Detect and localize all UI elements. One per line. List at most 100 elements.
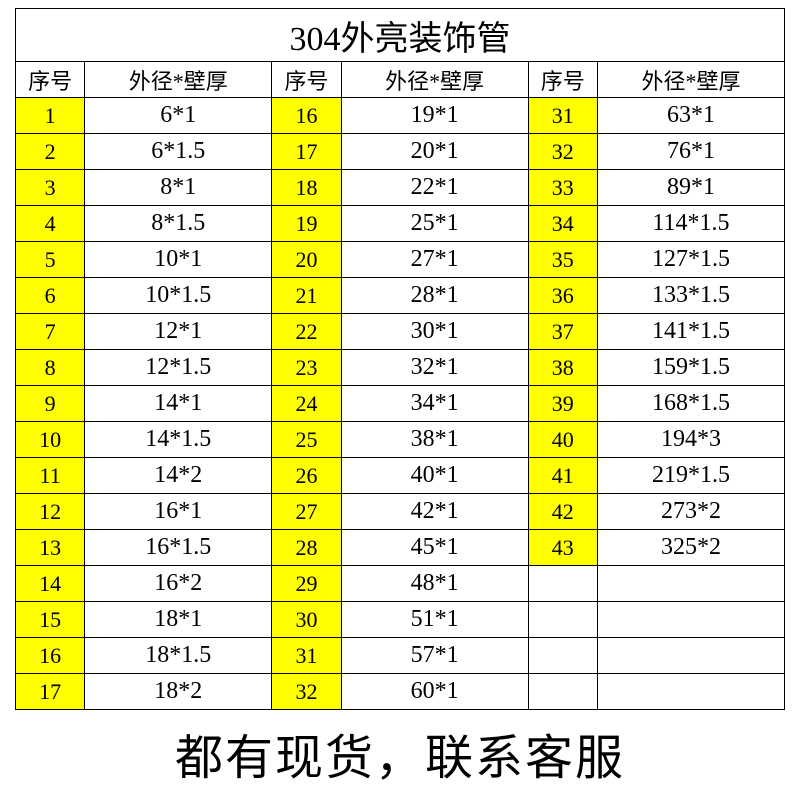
footer-text: 都有现货，联系客服 [175, 718, 625, 788]
spec-cell: 76*1 [597, 134, 784, 170]
seq-cell: 5 [16, 242, 85, 278]
empty-cell [528, 638, 597, 674]
spec-cell: 40*1 [341, 458, 528, 494]
seq-cell: 19 [272, 206, 341, 242]
seq-cell: 17 [272, 134, 341, 170]
empty-cell [597, 674, 784, 710]
spec-cell: 8*1.5 [85, 206, 272, 242]
seq-cell: 36 [528, 278, 597, 314]
spec-cell: 45*1 [341, 530, 528, 566]
seq-cell: 26 [272, 458, 341, 494]
spec-cell: 34*1 [341, 386, 528, 422]
seq-cell: 27 [272, 494, 341, 530]
spec-cell: 168*1.5 [597, 386, 784, 422]
seq-cell: 21 [272, 278, 341, 314]
seq-cell: 29 [272, 566, 341, 602]
spec-cell: 8*1 [85, 170, 272, 206]
seq-cell: 13 [16, 530, 85, 566]
seq-cell: 14 [16, 566, 85, 602]
spec-cell: 273*2 [597, 494, 784, 530]
seq-cell: 34 [528, 206, 597, 242]
seq-cell: 43 [528, 530, 597, 566]
spec-cell: 18*1.5 [85, 638, 272, 674]
seq-cell: 6 [16, 278, 85, 314]
seq-cell: 39 [528, 386, 597, 422]
seq-cell: 28 [272, 530, 341, 566]
seq-cell: 31 [528, 98, 597, 134]
col-header-seq: 序号 [272, 62, 341, 98]
spec-cell: 14*1.5 [85, 422, 272, 458]
spec-cell: 14*2 [85, 458, 272, 494]
seq-cell: 37 [528, 314, 597, 350]
spec-cell: 28*1 [341, 278, 528, 314]
seq-cell: 17 [16, 674, 85, 710]
empty-cell [528, 602, 597, 638]
spec-cell: 19*1 [341, 98, 528, 134]
spec-cell: 57*1 [341, 638, 528, 674]
seq-cell: 22 [272, 314, 341, 350]
spec-cell: 42*1 [341, 494, 528, 530]
seq-cell: 23 [272, 350, 341, 386]
seq-cell: 1 [16, 98, 85, 134]
seq-cell: 30 [272, 602, 341, 638]
spec-cell: 27*1 [341, 242, 528, 278]
seq-cell: 20 [272, 242, 341, 278]
spec-cell: 25*1 [341, 206, 528, 242]
seq-cell: 9 [16, 386, 85, 422]
spec-cell: 18*1 [85, 602, 272, 638]
spec-cell: 194*3 [597, 422, 784, 458]
seq-cell: 33 [528, 170, 597, 206]
seq-cell: 7 [16, 314, 85, 350]
seq-cell: 38 [528, 350, 597, 386]
spec-cell: 219*1.5 [597, 458, 784, 494]
seq-cell: 41 [528, 458, 597, 494]
spec-table-container: 304外亮装饰管序号外径*壁厚序号外径*壁厚序号外径*壁厚16*11619*13… [15, 8, 785, 710]
seq-cell: 2 [16, 134, 85, 170]
empty-cell [528, 674, 597, 710]
spec-cell: 16*1.5 [85, 530, 272, 566]
col-header-spec: 外径*壁厚 [597, 62, 784, 98]
seq-cell: 40 [528, 422, 597, 458]
seq-cell: 12 [16, 494, 85, 530]
spec-cell: 141*1.5 [597, 314, 784, 350]
seq-cell: 35 [528, 242, 597, 278]
spec-cell: 18*2 [85, 674, 272, 710]
spec-cell: 6*1 [85, 98, 272, 134]
spec-cell: 10*1.5 [85, 278, 272, 314]
seq-cell: 25 [272, 422, 341, 458]
spec-cell: 16*2 [85, 566, 272, 602]
table-title: 304外亮装饰管 [16, 9, 785, 62]
spec-table: 304外亮装饰管序号外径*壁厚序号外径*壁厚序号外径*壁厚16*11619*13… [15, 8, 785, 710]
col-header-seq: 序号 [16, 62, 85, 98]
seq-cell: 4 [16, 206, 85, 242]
col-header-spec: 外径*壁厚 [341, 62, 528, 98]
col-header-seq: 序号 [528, 62, 597, 98]
empty-cell [528, 566, 597, 602]
spec-cell: 12*1.5 [85, 350, 272, 386]
spec-cell: 133*1.5 [597, 278, 784, 314]
seq-cell: 11 [16, 458, 85, 494]
spec-cell: 114*1.5 [597, 206, 784, 242]
spec-cell: 30*1 [341, 314, 528, 350]
spec-cell: 16*1 [85, 494, 272, 530]
col-header-spec: 外径*壁厚 [85, 62, 272, 98]
spec-cell: 60*1 [341, 674, 528, 710]
spec-cell: 14*1 [85, 386, 272, 422]
seq-cell: 16 [16, 638, 85, 674]
seq-cell: 18 [272, 170, 341, 206]
seq-cell: 8 [16, 350, 85, 386]
spec-cell: 159*1.5 [597, 350, 784, 386]
seq-cell: 15 [16, 602, 85, 638]
empty-cell [597, 638, 784, 674]
spec-cell: 38*1 [341, 422, 528, 458]
spec-cell: 63*1 [597, 98, 784, 134]
seq-cell: 10 [16, 422, 85, 458]
spec-cell: 48*1 [341, 566, 528, 602]
spec-cell: 89*1 [597, 170, 784, 206]
seq-cell: 24 [272, 386, 341, 422]
spec-cell: 325*2 [597, 530, 784, 566]
spec-cell: 10*1 [85, 242, 272, 278]
spec-cell: 6*1.5 [85, 134, 272, 170]
spec-cell: 20*1 [341, 134, 528, 170]
seq-cell: 32 [272, 674, 341, 710]
